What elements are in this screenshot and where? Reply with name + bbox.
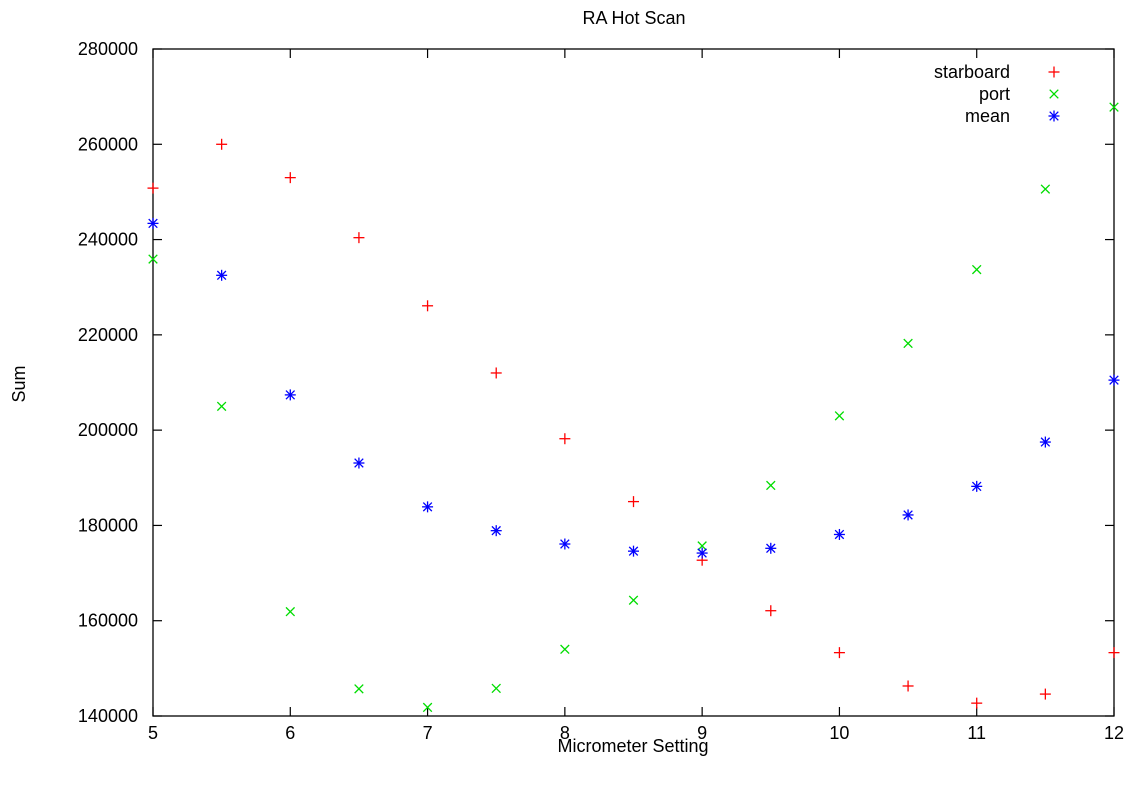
legend-label-port: port — [979, 84, 1010, 104]
mean-point — [765, 542, 777, 554]
starboard-point — [216, 138, 228, 150]
x-tick-label: 12 — [1104, 723, 1124, 743]
legend-marker-starboard — [1048, 66, 1060, 78]
starboard-point — [971, 697, 983, 709]
port-point — [971, 264, 982, 275]
port-point — [697, 541, 707, 551]
starboard-point — [353, 232, 365, 244]
chart-title: RA Hot Scan — [582, 8, 685, 28]
mean-point — [216, 269, 228, 281]
mean-point — [696, 547, 708, 559]
axis-ticks — [152, 48, 1115, 717]
starboard-point — [1039, 688, 1051, 700]
x-tick-label: 9 — [697, 723, 707, 743]
legend-label-starboard: starboard — [934, 62, 1010, 82]
port-point — [766, 480, 776, 491]
mean-point — [833, 528, 845, 540]
legend-marker-mean — [1048, 110, 1060, 122]
y-tick-label: 240000 — [78, 230, 138, 250]
mean-point — [971, 480, 983, 492]
series-port — [148, 102, 1119, 713]
starboard-point — [559, 433, 571, 445]
starboard-point — [147, 182, 159, 194]
mean-point — [1039, 436, 1051, 448]
starboard-point — [284, 172, 296, 184]
port-point — [216, 401, 227, 412]
port-point — [354, 684, 364, 694]
x-tick-label: 10 — [829, 723, 849, 743]
x-tick-labels: 5 6 7 8 9 10 11 12 — [148, 723, 1124, 743]
x-tick-label: 5 — [148, 723, 158, 743]
port-point — [285, 606, 296, 617]
mean-point — [559, 538, 571, 550]
starboard-point — [490, 367, 502, 379]
port-point — [1109, 102, 1119, 112]
y-axis-label: Sum — [9, 365, 29, 402]
mean-point — [902, 509, 914, 521]
mean-point — [147, 217, 159, 229]
y-tick-label: 260000 — [78, 134, 138, 154]
port-point — [560, 644, 570, 655]
port-point — [834, 411, 845, 421]
mean-point — [490, 525, 502, 537]
y-tick-label: 180000 — [78, 515, 138, 535]
mean-point — [284, 389, 296, 401]
starboard-point — [833, 647, 845, 659]
y-tick-label: 140000 — [78, 706, 138, 726]
starboard-point — [628, 496, 639, 508]
mean-point — [422, 501, 434, 513]
x-tick-label: 8 — [560, 723, 570, 743]
port-point — [903, 338, 913, 349]
mean-point — [1108, 374, 1120, 386]
port-point — [1040, 184, 1051, 194]
port-point — [148, 254, 158, 264]
y-tick-label: 160000 — [78, 611, 138, 631]
x-tick-label: 7 — [423, 723, 433, 743]
plot-frame — [152, 48, 1115, 717]
x-tick-label: 11 — [967, 723, 986, 743]
starboard-point — [765, 605, 777, 617]
x-tick-label: 6 — [285, 723, 295, 743]
y-tick-label: 200000 — [78, 420, 138, 440]
x-axis-label: Micrometer Setting — [557, 736, 708, 756]
data-points — [147, 102, 1120, 713]
series-mean — [147, 217, 1120, 559]
y-tick-label: 280000 — [78, 39, 138, 59]
series-starboard — [147, 138, 1120, 709]
port-point — [628, 595, 639, 605]
starboard-point — [902, 680, 914, 692]
starboard-point — [422, 300, 434, 312]
y-tick-labels: 140000 160000 180000 200000 220000 240000 2600… — [78, 39, 138, 726]
mean-point — [628, 545, 639, 557]
mean-point — [353, 457, 365, 469]
legend-marker-port — [1049, 89, 1059, 99]
port-point — [422, 702, 433, 713]
port-point — [491, 683, 501, 694]
y-tick-label: 220000 — [78, 325, 138, 345]
starboard-point — [1108, 647, 1120, 659]
legend-label-mean: mean — [965, 106, 1010, 126]
